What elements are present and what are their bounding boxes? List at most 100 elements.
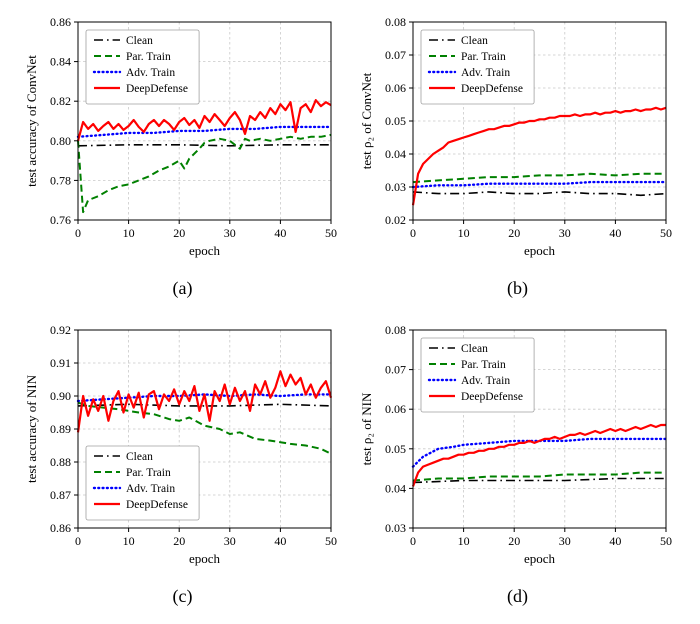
legend-label: Adv. Train: [461, 375, 510, 387]
chart-d-plot: 0 10 20 30 40 50 0.03 0.04 0.05 0.06 0.07 0.08 epoch…: [359, 323, 672, 566]
chart-c-plot: 0 10 20 30 40 50 0.86 0.87 0.88 0.89 0.90 0.91 0.92 e…: [24, 323, 337, 566]
y-tick-label: 0.04: [385, 147, 406, 161]
chart-b-plot: 0 10 20 30 40 50 0.02 0.03 0.04 0.05 0.06 0.07 0.08 e…: [359, 15, 672, 258]
legend-box: [420, 29, 534, 105]
legend-box: [420, 337, 534, 413]
series-line-par-train: [412, 172, 666, 184]
series-line-clean: [77, 144, 331, 147]
y-tick-label: 0.86: [50, 15, 71, 29]
series-line-clean: [412, 191, 666, 197]
legend-label: Clean: [461, 343, 488, 355]
legend-label: Par. Train: [126, 51, 171, 63]
chart-c-caption: (c): [172, 586, 193, 606]
x-tick-label: 20: [508, 226, 520, 240]
y-tick-label: 0.88: [50, 455, 71, 469]
y-tick-label: 0.08: [385, 323, 406, 337]
legend-label: Par. Train: [461, 359, 506, 371]
x-tick-label: 50: [325, 534, 337, 548]
series-line-deepdefense: [411, 423, 666, 487]
y-tick-label: 0.04: [385, 481, 406, 495]
y-tick-label: 0.87: [50, 488, 71, 502]
legend-label: Par. Train: [126, 467, 171, 479]
series-line-par-train: [76, 133, 331, 214]
x-tick-label: 40: [609, 534, 621, 548]
y-tick-label: 0.06: [385, 81, 406, 95]
legend-label: Clean: [126, 35, 153, 47]
chart-a-caption: (a): [172, 278, 193, 298]
chart-a-plot: 0 10 20 30 40 50 0.76 0.78 0.80 0.82 0.84 0.86 epoch…: [24, 15, 337, 258]
y-tick-label: 0.80: [50, 134, 71, 148]
y-tick-label: 0.07: [385, 48, 406, 62]
y-tick-label: 0.92: [50, 323, 71, 337]
series-line-clean: [77, 403, 331, 407]
x-tick-label: 10: [457, 534, 469, 548]
x-tick-label: 50: [660, 534, 672, 548]
y-tick-label: 0.84: [50, 55, 71, 69]
x-tick-label: 20: [508, 534, 520, 548]
x-tick-label: 0: [75, 226, 81, 240]
y-tick-label: 0.07: [385, 363, 406, 377]
y-tick-label: 0.08: [385, 15, 406, 29]
x-tick-label: 0: [410, 534, 416, 548]
x-tick-label: 40: [274, 534, 286, 548]
chart-b-caption: (b): [507, 278, 528, 298]
series-line-clean: [412, 477, 666, 484]
x-tick-label: 10: [457, 226, 469, 240]
x-tick-label: 50: [325, 226, 337, 240]
y-tick-label: 0.03: [385, 521, 406, 535]
chart-a: 0 10 20 30 40 50 0.76 0.78 0.80 0.82 0.84 0.86 epoch…: [15, 12, 350, 316]
x-tick-label: 50: [660, 226, 672, 240]
x-tick-label: 0: [75, 534, 81, 548]
x-axis-label: epoch: [523, 243, 555, 258]
legend-label: DeepDefense: [126, 83, 188, 95]
series-line-deepdefense: [411, 106, 666, 206]
legend-label: Clean: [461, 35, 488, 47]
x-tick-label: 30: [558, 226, 570, 240]
x-axis-label: epoch: [188, 243, 220, 258]
x-tick-label: 10: [122, 226, 134, 240]
chart-b: 0 10 20 30 40 50 0.02 0.03 0.04 0.05 0.06 0.07 0.08 e…: [350, 12, 685, 316]
legend-label: DeepDefense: [461, 391, 523, 403]
x-axis-label: epoch: [523, 551, 555, 566]
series-line-adv-train: [411, 180, 667, 189]
x-tick-label: 30: [558, 534, 570, 548]
series-line-deepdefense: [76, 99, 332, 142]
legend-box: [85, 445, 199, 521]
y-tick-label: 0.90: [50, 389, 71, 403]
legend-label: Adv. Train: [461, 67, 510, 79]
y-axis-label: test ρ₂ of ConvNet: [359, 72, 374, 169]
y-tick-label: 0.06: [385, 402, 406, 416]
y-tick-label: 0.03: [385, 180, 406, 194]
series-line-deepdefense: [76, 370, 332, 433]
x-axis-label: epoch: [188, 551, 220, 566]
x-tick-label: 20: [173, 226, 185, 240]
y-axis-label: test accuracy of NIN: [24, 374, 39, 483]
axes-frame: [77, 21, 331, 221]
x-tick-label: 20: [173, 534, 185, 548]
x-tick-label: 10: [122, 534, 134, 548]
chart-d: 0 10 20 30 40 50 0.03 0.04 0.05 0.06 0.07 0.08 epoch…: [350, 320, 685, 624]
y-tick-label: 0.05: [385, 114, 406, 128]
chart-d-caption: (d): [507, 586, 528, 606]
x-tick-label: 40: [609, 226, 621, 240]
axes-frame: [412, 329, 666, 529]
legend-label: Clean: [126, 451, 153, 463]
legend-label: Adv. Train: [126, 67, 175, 79]
y-tick-label: 0.05: [385, 442, 406, 456]
legend-label: Par. Train: [461, 51, 506, 63]
y-tick-label: 0.78: [50, 173, 71, 187]
chart-c: 0 10 20 30 40 50 0.86 0.87 0.88 0.89 0.90 0.91 0.92 e…: [15, 320, 350, 624]
x-tick-label: 30: [223, 534, 235, 548]
y-tick-label: 0.02: [385, 213, 406, 227]
y-tick-label: 0.82: [50, 94, 71, 108]
y-tick-label: 0.86: [50, 521, 71, 535]
legend-label: DeepDefense: [126, 499, 188, 511]
series-line-adv-train: [411, 437, 667, 468]
legend-label: DeepDefense: [461, 83, 523, 95]
series-line-par-train: [412, 471, 666, 482]
x-tick-label: 30: [223, 226, 235, 240]
y-axis-label: test ρ₂ of NIN: [359, 392, 374, 465]
y-axis-label: test accuracy of ConvNet: [24, 55, 39, 187]
legend-label: Adv. Train: [126, 483, 175, 495]
